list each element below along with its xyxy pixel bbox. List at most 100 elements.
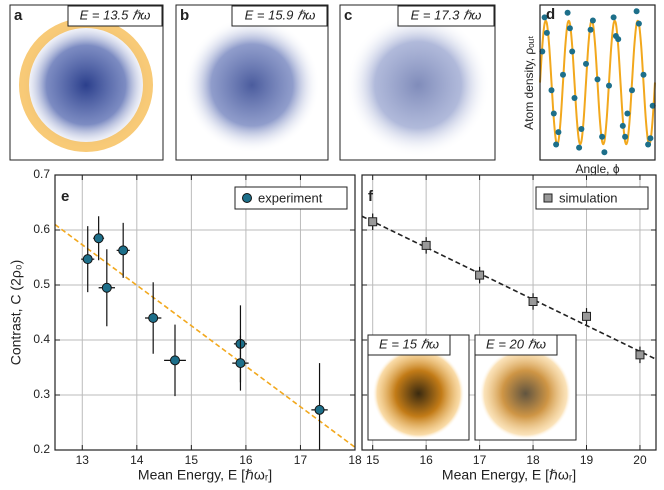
point: [622, 133, 629, 140]
point: [599, 133, 606, 140]
point: [475, 270, 485, 280]
point: [635, 350, 645, 360]
legend-box: [234, 186, 348, 210]
panel-letter: c: [344, 7, 352, 24]
image-caption: E = 15.9 ℏω: [245, 7, 316, 22]
y-tick-label: 0.4: [33, 332, 50, 346]
panel-letter: b: [180, 7, 189, 24]
y-tick-label: 0.6: [33, 222, 50, 236]
point: [170, 355, 180, 366]
x-tick-label: 16: [419, 453, 433, 467]
x-tick-label: 19: [580, 453, 594, 467]
y-tick-label: 0.3: [33, 387, 50, 401]
image-caption: E = 13.5 ℏω: [80, 7, 151, 22]
legend-label: experiment: [258, 190, 323, 205]
point: [421, 240, 431, 250]
x-tick-label: 13: [76, 453, 90, 467]
point: [647, 135, 654, 142]
image-panel: b E = 15.9 ℏω: [175, 4, 329, 161]
point: [640, 71, 647, 78]
x-axis-label: Mean Energy, E [ℏωᵣ]: [442, 467, 576, 483]
x-tick-label: 20: [633, 453, 647, 467]
y-tick-label: 0.2: [33, 442, 50, 456]
inset-caption: E = 15 ℏω: [379, 336, 439, 351]
point: [566, 25, 573, 32]
point: [118, 245, 129, 256]
point: [582, 311, 592, 321]
point: [619, 122, 626, 129]
image-caption: E = 17.3 ℏω: [411, 7, 482, 22]
point: [624, 110, 631, 117]
inset-caption-box: [367, 334, 451, 356]
plot-area: [55, 175, 355, 450]
image-panel: a E = 13.5 ℏω: [9, 4, 164, 161]
point: [606, 82, 612, 89]
point: [541, 14, 548, 21]
x-tick-label: 15: [366, 453, 380, 467]
y-tick-label: 0.5: [33, 277, 50, 291]
inset-caption-box: [474, 334, 558, 356]
point: [553, 141, 560, 148]
y-axis-label: Atom density, ρₒᵤₜ: [522, 35, 536, 130]
x-tick-label: 15: [185, 453, 199, 467]
point: [649, 102, 656, 109]
point: [615, 36, 622, 43]
point: [148, 313, 159, 323]
point: [560, 71, 566, 78]
point: [564, 9, 571, 16]
panel-letter: a: [14, 7, 23, 24]
point: [93, 233, 104, 244]
point: [578, 126, 585, 132]
point: [571, 95, 578, 101]
panel-letter: f: [368, 188, 374, 205]
point: [576, 144, 583, 151]
fit-line: [54, 223, 356, 448]
point: [550, 110, 557, 117]
plot-frame: [539, 4, 656, 161]
plot-frame: [54, 174, 356, 451]
inset-image: [372, 347, 465, 440]
legend-marker: [242, 193, 252, 203]
point: [633, 8, 640, 15]
panel-letter: d: [546, 6, 555, 23]
inset-caption: E = 20 ℏω: [486, 336, 546, 351]
series-line: [539, 19, 656, 146]
point: [629, 87, 635, 94]
x-tick-label: 18: [526, 453, 540, 467]
point: [314, 404, 325, 415]
point: [235, 358, 246, 369]
x-axis-label: Mean Energy, E [ℏωᵣ]: [138, 467, 272, 483]
point: [587, 26, 594, 33]
point: [543, 29, 550, 36]
point: [610, 14, 617, 21]
point: [539, 48, 546, 55]
point: [601, 149, 608, 156]
point: [635, 20, 642, 27]
image-panel: c E = 17.3 ℏω: [339, 4, 496, 161]
x-tick-label: 16: [239, 453, 253, 467]
x-tick-label: 17: [294, 453, 308, 467]
point: [645, 141, 652, 148]
point: [548, 87, 555, 94]
point: [368, 217, 378, 227]
point: [583, 60, 589, 67]
point: [101, 282, 112, 293]
inset-image: [479, 347, 572, 440]
x-tick-label: 14: [130, 453, 144, 467]
x-axis-label: Angle, ϕ: [575, 162, 619, 176]
point: [555, 129, 562, 136]
y-axis-label: Contrast, C (2ρ₀): [8, 260, 24, 366]
point: [82, 254, 93, 265]
legend-marker: [543, 193, 553, 203]
y-tick-label: 0.7: [33, 167, 50, 181]
x-tick-label: 18: [348, 453, 362, 467]
panel-letter: e: [61, 188, 69, 205]
fit-line: [361, 215, 657, 360]
point: [594, 76, 601, 83]
legend-box: [535, 186, 649, 210]
point: [569, 48, 576, 55]
point: [589, 17, 596, 24]
legend-label: simulation: [559, 190, 618, 205]
point: [528, 297, 538, 306]
